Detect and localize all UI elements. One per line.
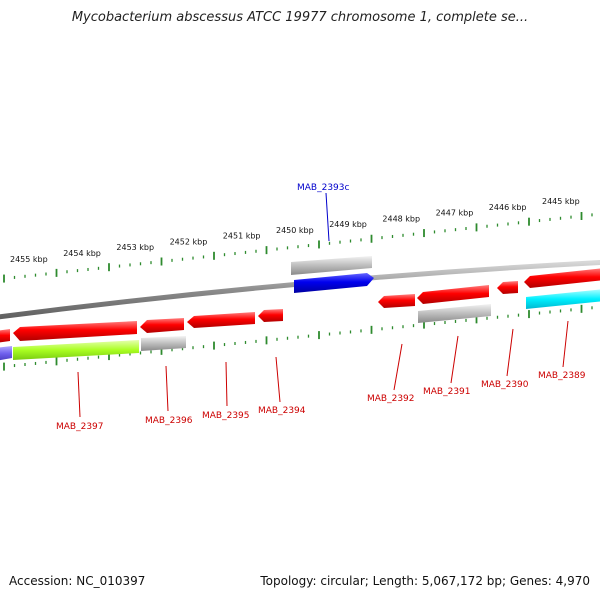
gene-partial-red-left[interactable] — [0, 329, 10, 343]
gene-label-mab-2394[interactable]: MAB_2394 — [258, 406, 306, 416]
tick-label-2448: 2448 kbp — [382, 214, 420, 223]
feature-block-gray-2391[interactable] — [418, 304, 491, 323]
feature-track — [0, 256, 600, 361]
tick-track-lower — [3, 304, 593, 371]
tick-label-2445: 2445 kbp — [542, 197, 580, 206]
gene-arrow-mab-2389[interactable] — [524, 268, 600, 288]
gene-label-mab-2395[interactable]: MAB_2395 — [202, 411, 250, 421]
map-title: Mycobacterium abscessus ATCC 19977 chrom… — [71, 10, 529, 25]
gene-arrow-mab-2393c[interactable] — [294, 273, 374, 293]
feature-block-lime[interactable] — [13, 340, 139, 360]
feature-block-gray-2396[interactable] — [141, 336, 186, 351]
gene-label-leaders — [77, 192, 569, 418]
gene-label-mab-2389[interactable]: MAB_2389 — [538, 371, 586, 381]
tick-label-2452: 2452 kbp — [170, 237, 208, 246]
gene-arrow-mab-2391[interactable] — [417, 285, 489, 304]
tick-label-2451: 2451 kbp — [223, 232, 261, 241]
tick-label-2455: 2455 kbp — [10, 255, 48, 264]
gene-labels: MAB_2397 MAB_2396 MAB_2395 MAB_2394 MAB_… — [56, 183, 586, 432]
gene-label-mab-2393c[interactable]: MAB_2393c — [297, 183, 350, 193]
gene-arrow-mab-2397[interactable] — [13, 321, 137, 341]
gene-arrow-mab-2390[interactable] — [497, 281, 518, 294]
gene-arrow-mab-2395[interactable] — [187, 312, 255, 328]
feature-block-cyan[interactable] — [526, 289, 600, 309]
tick-label-2453: 2453 kbp — [116, 243, 154, 252]
gene-arrow-mab-2396[interactable] — [140, 318, 184, 333]
gene-label-mab-2392[interactable]: MAB_2392 — [367, 394, 415, 404]
tick-label-2446: 2446 kbp — [489, 203, 527, 212]
gene-partial-purple[interactable] — [0, 346, 12, 361]
tick-labels: 2455 kbp 2454 kbp 2453 kbp 2452 kbp 2451 kbp… — [10, 197, 580, 264]
gene-arrow-mab-2392[interactable] — [378, 294, 415, 308]
gene-label-mab-2397[interactable]: MAB_2397 — [56, 422, 104, 432]
gene-arrow-mab-2394[interactable] — [258, 309, 283, 322]
gene-label-mab-2396[interactable]: MAB_2396 — [145, 416, 193, 426]
tick-label-2454: 2454 kbp — [63, 249, 101, 258]
gene-label-mab-2390[interactable]: MAB_2390 — [481, 380, 529, 390]
tick-track-upper — [3, 212, 593, 283]
feature-block-gray-2393c[interactable] — [291, 256, 372, 275]
tick-label-2450: 2450 kbp — [276, 226, 314, 235]
gene-label-mab-2391[interactable]: MAB_2391 — [423, 387, 471, 397]
genome-summary-text: Topology: circular; Length: 5,067,172 bp… — [260, 574, 590, 588]
tick-label-2447: 2447 kbp — [436, 209, 474, 218]
tick-label-2449: 2449 kbp — [329, 220, 367, 229]
accession-text: Accession: NC_010397 — [9, 574, 146, 588]
